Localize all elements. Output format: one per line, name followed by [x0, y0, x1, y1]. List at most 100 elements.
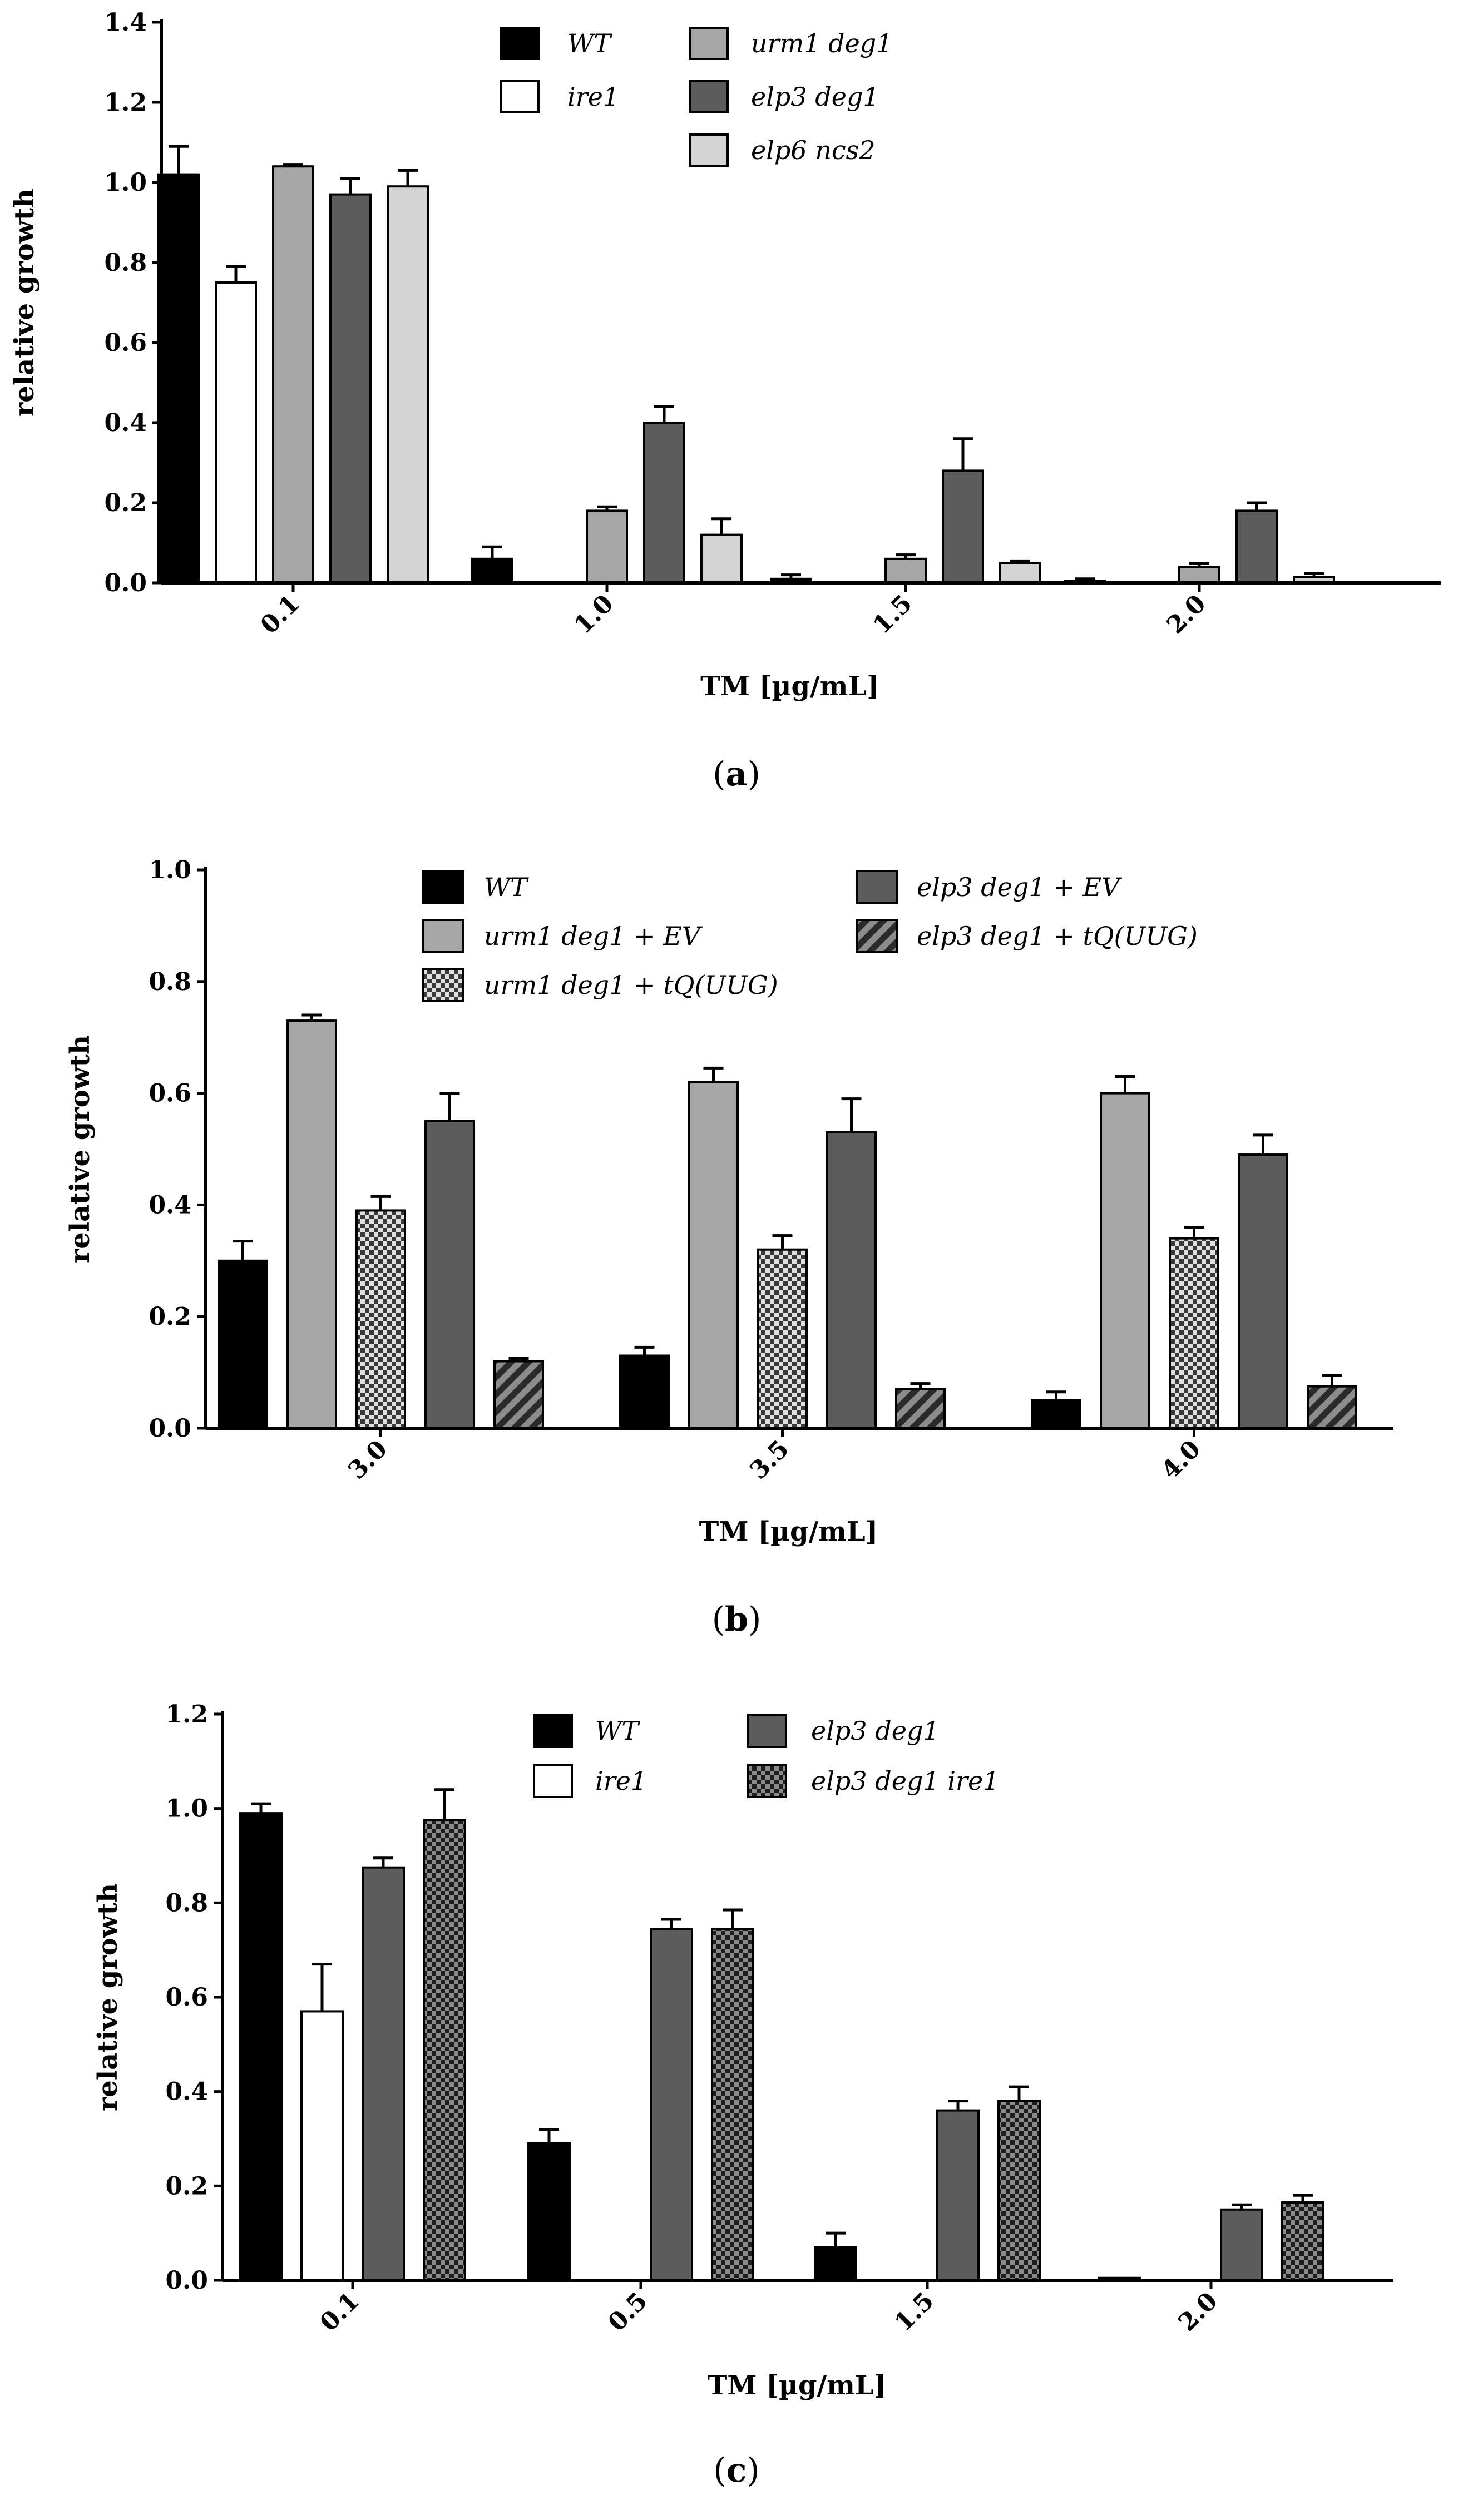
legend-swatch	[856, 870, 898, 904]
bar-wt-3.5	[619, 1354, 670, 1429]
bar-elp3-deg1-ire1-2.0	[1281, 2201, 1324, 2281]
legend-label: elp3 deg1 + EV	[917, 872, 1123, 902]
panel-caption: (a)	[713, 755, 760, 794]
bar-elp3-deg1-ire1-0.1	[423, 1819, 466, 2281]
bar-wt-4.0	[1031, 1399, 1081, 1430]
x-tick-label: 2.0	[1161, 590, 1212, 640]
legend-label: WT	[484, 872, 529, 902]
x-axis-label: TM [µg/mL]	[700, 671, 879, 702]
y-tick-label: 0.4	[104, 409, 147, 437]
bar-elp6-ncs2-1.5	[999, 562, 1041, 584]
panel-caption: (b)	[712, 1600, 762, 1639]
x-tick-label: 2.0	[1173, 2287, 1223, 2337]
legend-swatch	[500, 27, 540, 60]
legend-label: elp3 deg1 + tQ(UUG)	[917, 921, 1198, 951]
y-tick-label: 0.8	[149, 968, 191, 996]
x-tick-label: 3.0	[343, 1435, 393, 1485]
chart-panel-b: 0.0 0.2 0.4 0.6 0.8 1.0 3.0 3.5 4.0 relative grow…	[65, 856, 1393, 1639]
y-tick-label: 0.6	[104, 329, 147, 357]
y-tick-label: 1.2	[165, 1700, 208, 1729]
legend-swatch	[533, 1714, 573, 1748]
y-tick-label: 0.4	[149, 1191, 191, 1219]
y-tick-label: 0.0	[165, 2266, 208, 2295]
bar-urm1-deg1-ev-3.0	[286, 1019, 337, 1429]
x-tick-label: 4.0	[1156, 1435, 1206, 1485]
y-axis-label: relative growth	[92, 1883, 123, 2111]
x-tick-label: 0.1	[255, 590, 305, 640]
legend-label: elp3 deg1	[751, 82, 879, 112]
bar-elp3-deg1-ev-3.5	[826, 1131, 877, 1429]
legend-swatch	[747, 1764, 787, 1798]
chart-panel-a: 0.0 0.2 0.4 0.6 0.8 1.0 1.2 1.4 0.1 1.0 1.5 2.0 rela…	[9, 8, 1441, 794]
bar-elp3-deg1-0.1	[362, 1866, 405, 2281]
y-tick-label: 0.0	[104, 569, 147, 597]
x-tick-label: 3.5	[744, 1435, 794, 1485]
legend-label: urm1 deg1 + EV	[484, 921, 703, 951]
panel-caption: (c)	[713, 2451, 759, 2490]
legend-label: urm1 deg1	[751, 28, 893, 58]
legend-swatch	[422, 919, 464, 953]
bar-wt-0.1	[157, 173, 200, 585]
bar-wt-0.5	[527, 2142, 571, 2282]
bar-urm1-deg1-2.0	[1178, 566, 1220, 585]
bar-elp3-deg1-0.1	[329, 193, 372, 585]
bar-elp3-deg1-2.0	[1220, 2208, 1263, 2281]
legend-label: elp3 deg1	[811, 1716, 940, 1746]
legend-label: ire1	[567, 82, 619, 112]
bar-elp6-ncs2-0.1	[387, 185, 429, 584]
bar-urm1-deg1-ev-4.0	[1100, 1092, 1150, 1429]
legend-swatch	[422, 870, 464, 904]
x-tick-label: 0.1	[315, 2287, 365, 2337]
x-tick-label: 1.0	[569, 590, 619, 640]
bar-urm1-deg1-0.1	[272, 165, 314, 584]
bar-elp3-deg1-tq-uug--3.0	[493, 1360, 544, 1430]
y-tick-label: 0.6	[165, 1983, 208, 2012]
y-tick-label: 0.2	[165, 2172, 208, 2200]
y-tick-label: 0.8	[165, 1889, 208, 1917]
legend-label: urm1 deg1 + tQ(UUG)	[484, 970, 778, 1000]
bar-urm1-deg1-tq-uug--3.0	[355, 1209, 406, 1429]
chart-panel-c: 0.0 0.2 0.4 0.6 0.8 1.0 1.2 0.1 0.5 1.5 2.0 relativ…	[92, 1700, 1393, 2490]
legend-swatch	[422, 968, 464, 1002]
y-tick-label: 1.0	[165, 1795, 208, 1823]
legend-label: ire1	[595, 1766, 647, 1796]
legend-label: elp6 ncs2	[751, 135, 876, 165]
bar-urm1-deg1-ev-3.5	[688, 1081, 739, 1429]
legend-label: elp3 deg1 ire1	[811, 1766, 999, 1796]
legend-swatch	[689, 27, 729, 60]
y-axis-label: relative growth	[65, 1035, 96, 1263]
y-tick-label: 0.8	[104, 249, 147, 277]
bar-elp3-deg1-1.5	[942, 469, 984, 585]
y-tick-label: 0.6	[149, 1080, 191, 1108]
bar-elp3-deg1-ire1-0.5	[711, 1927, 754, 2282]
y-tick-label: 0.2	[104, 489, 147, 517]
bar-urm1-deg1-1.5	[884, 557, 927, 584]
legend-swatch	[856, 919, 898, 953]
bar-elp3-deg1-tq-uug--4.0	[1307, 1385, 1357, 1429]
y-axis-label: relative growth	[9, 189, 40, 417]
legend-swatch	[689, 133, 729, 167]
bar-elp3-deg1-0.5	[650, 1927, 693, 2282]
bar-wt-1.5	[814, 2246, 857, 2282]
bar-elp3-deg1-ev-4.0	[1238, 1153, 1288, 1430]
y-tick-label: 1.2	[104, 88, 147, 117]
legend-swatch	[500, 80, 540, 113]
bar-elp6-ncs2-1.0	[700, 533, 743, 584]
y-tick-label: 1.4	[104, 8, 147, 37]
bar-urm1-deg1-1.0	[586, 509, 628, 585]
legend-swatch	[689, 80, 729, 113]
x-tick-label: 1.5	[868, 590, 918, 640]
bar-ire1-0.1	[215, 281, 257, 584]
legend-swatch	[533, 1764, 573, 1798]
bar-wt-1.0	[471, 557, 513, 584]
bar-elp3-deg1-ire1-1.5	[997, 2100, 1041, 2281]
bar-wt-3.0	[218, 1259, 268, 1430]
y-tick-label: 1.0	[149, 856, 191, 884]
bar-elp3-deg1-ev-3.0	[424, 1120, 475, 1430]
x-axis-label: TM [µg/mL]	[708, 2370, 887, 2401]
legend-swatch	[747, 1714, 787, 1748]
bar-ire1-0.1	[300, 2010, 344, 2281]
x-tick-label: 0.5	[603, 2287, 653, 2337]
y-tick-label: 0.4	[165, 2078, 208, 2106]
